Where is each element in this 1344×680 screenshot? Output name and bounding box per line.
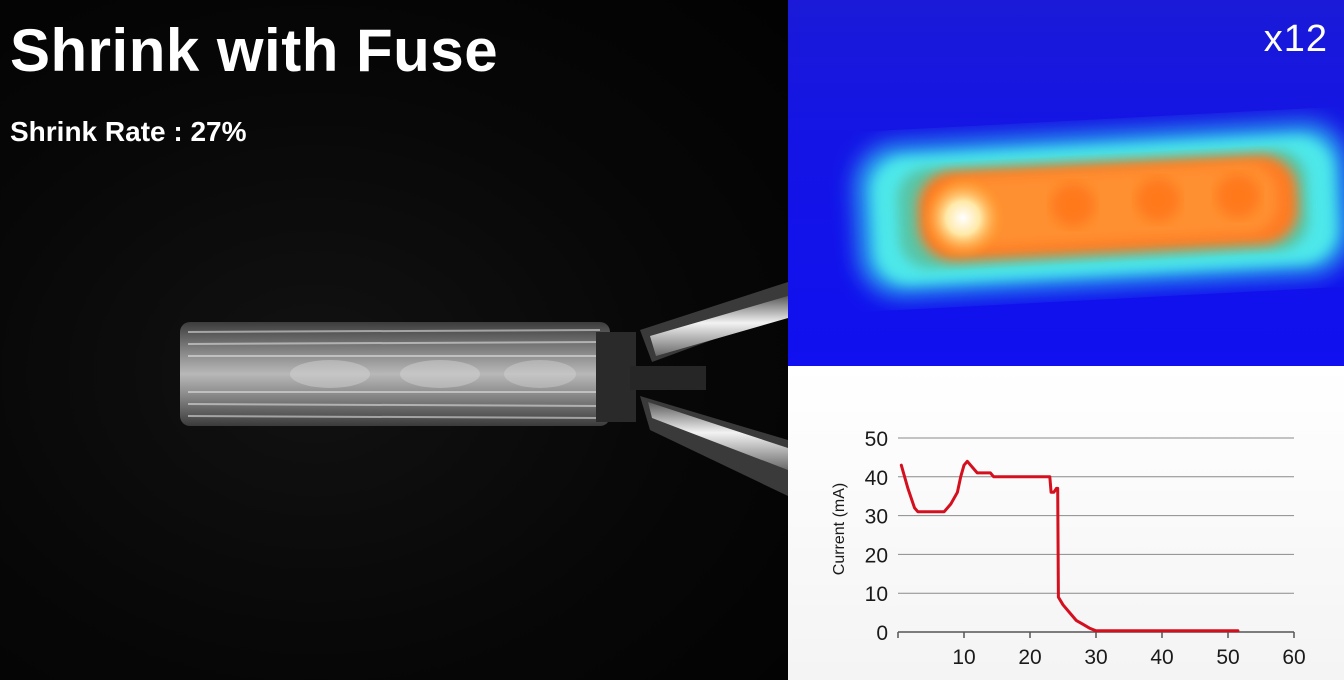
video-title: Shrink with Fuse [10, 17, 499, 84]
current-chart: 0 10 20 30 40 50 10 20 30 40 50 60 Current (mA) [831, 428, 1306, 669]
y-tick-label: 30 [865, 506, 888, 529]
current-chart-panel: 0 10 20 30 40 50 10 20 30 40 50 60 Current (mA) [788, 366, 1344, 680]
speed-multiplier-label: x12 [1263, 18, 1328, 60]
chart-gridlines [898, 437, 1294, 594]
shrink-rate-label: Shrink Rate : 27% [10, 116, 247, 147]
heat-signature [856, 123, 1344, 295]
y-tick-label: 50 [865, 428, 888, 451]
x-tick-label: 40 [1150, 646, 1173, 669]
x-tick-label: 10 [952, 646, 975, 669]
x-tick-label: 20 [1018, 646, 1041, 669]
y-tick-label: 10 [865, 583, 888, 606]
specimen-image [180, 282, 788, 496]
y-tick-label: 0 [876, 622, 888, 645]
x-tick-label: 50 [1216, 646, 1239, 669]
y-axis-title: Current (mA) [831, 483, 848, 575]
upper-probe [640, 282, 788, 362]
x-tick-label: 60 [1282, 646, 1305, 669]
specimen-strip [180, 322, 706, 426]
series-line-0 [899, 459, 1240, 633]
camera-view-panel: Shrink with Fuse Shrink Rate : 27% [0, 0, 788, 680]
lower-probe [640, 396, 788, 496]
y-tick-label: 20 [865, 544, 888, 567]
thermal-image [856, 123, 1344, 295]
chart-series [899, 459, 1240, 633]
x-tick-label: 30 [1084, 646, 1107, 669]
chart-axes: 0 10 20 30 40 50 10 20 30 40 50 60 [865, 428, 1306, 669]
thermal-view-panel: x12 [788, 0, 1344, 366]
y-tick-label: 40 [865, 467, 888, 490]
